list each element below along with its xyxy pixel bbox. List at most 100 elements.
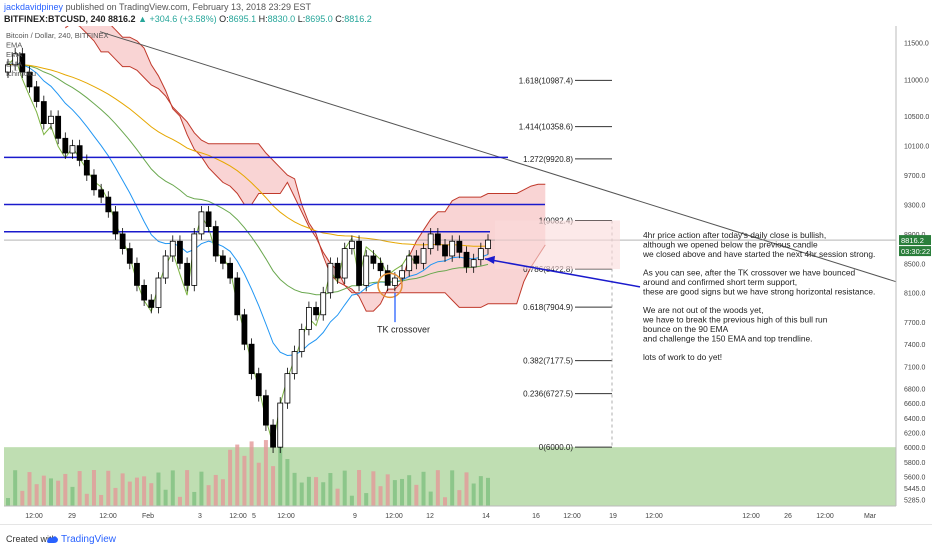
volume-bar bbox=[213, 474, 218, 506]
ema-line-fast bbox=[7, 62, 489, 357]
candle-body bbox=[220, 255, 226, 264]
candle-body bbox=[399, 270, 405, 279]
price-tick: 5445.0 bbox=[904, 486, 926, 493]
price-tick: 7700.0 bbox=[904, 320, 926, 327]
lagging-span bbox=[7, 56, 417, 445]
volume-bar bbox=[421, 471, 426, 506]
time-tick: 12:00 bbox=[277, 513, 295, 520]
note-line: we have to break the previous high of th… bbox=[642, 315, 828, 325]
candle-body bbox=[320, 292, 327, 316]
time-tick: 9 bbox=[353, 513, 357, 520]
volume-bar bbox=[378, 486, 383, 506]
chart-svg[interactable]: 1.618(10987.4) 1.414(10358.6) 1.272(9920.8… bbox=[0, 26, 932, 524]
candle-body bbox=[198, 211, 205, 235]
volume-bar bbox=[77, 471, 82, 506]
volume-bar bbox=[385, 474, 390, 506]
chart-area[interactable]: 1.618(10987.4) 1.414(10358.6) 1.272(9920.8… bbox=[0, 26, 932, 524]
price-tick: 8500.0 bbox=[904, 261, 926, 268]
volume-bar bbox=[13, 470, 18, 506]
volume-bar bbox=[414, 484, 419, 506]
volume-bar bbox=[228, 449, 233, 506]
legend-item: EMA bbox=[6, 50, 22, 59]
candle-body bbox=[356, 240, 362, 286]
candle-body bbox=[277, 402, 284, 448]
volume-bar bbox=[242, 455, 247, 506]
fib-label: 0.786(8422.8) bbox=[523, 265, 573, 274]
legend-item: EMA bbox=[6, 60, 22, 69]
volume-bars-layer bbox=[6, 440, 490, 506]
price-tick: 6800.0 bbox=[904, 386, 926, 393]
candle-body bbox=[134, 262, 140, 286]
candle-body bbox=[384, 270, 391, 286]
volume-bar bbox=[185, 470, 190, 506]
candle-body bbox=[334, 262, 341, 279]
tk-crossover-label: TK crossover bbox=[377, 324, 430, 334]
time-tick: 12:00 bbox=[816, 513, 834, 520]
price-tick: 11500.0 bbox=[904, 41, 929, 48]
low-value: 8695.0 bbox=[305, 14, 333, 24]
volume-bar bbox=[464, 472, 469, 506]
candle-body bbox=[55, 115, 62, 139]
volume-bar bbox=[263, 440, 268, 506]
author-link[interactable]: jackdavidpiney bbox=[4, 2, 64, 12]
volume-bar bbox=[450, 470, 455, 506]
candle-body bbox=[313, 307, 319, 316]
volume-bar bbox=[478, 476, 483, 506]
volume-bar bbox=[6, 498, 10, 506]
price-tick: 11000.0 bbox=[904, 77, 929, 84]
price-tick: 10100.0 bbox=[904, 144, 929, 151]
candle-body bbox=[434, 233, 441, 246]
candle-body bbox=[406, 255, 413, 272]
time-tick: 12:00 bbox=[645, 513, 663, 520]
time-tick: 26 bbox=[784, 513, 792, 520]
volume-bar bbox=[486, 477, 490, 506]
volume-bar bbox=[314, 477, 319, 506]
chart-header: jackdavidpiney published on TradingView.… bbox=[0, 0, 932, 26]
price-tick: 6400.0 bbox=[904, 416, 926, 423]
tradingview-brand[interactable]: TradingView bbox=[61, 534, 117, 545]
price-tick: 6000.0 bbox=[904, 445, 926, 452]
volume-bar bbox=[91, 470, 96, 506]
candle-body bbox=[241, 314, 248, 345]
last-price: 8816.2 bbox=[108, 14, 136, 24]
ema-line-slow bbox=[7, 63, 489, 247]
candle-body bbox=[270, 424, 276, 448]
time-tick: 12:00 bbox=[385, 513, 403, 520]
candle-body bbox=[305, 307, 312, 330]
volume-bar bbox=[120, 473, 125, 506]
close-value: 8816.2 bbox=[344, 14, 372, 24]
fib-label: 1.272(9920.8) bbox=[523, 155, 573, 164]
volume-bar bbox=[471, 483, 476, 506]
time-tick: Feb bbox=[142, 513, 154, 520]
candle-body bbox=[105, 196, 112, 213]
time-tick: 5 bbox=[252, 513, 256, 520]
volume-bar bbox=[457, 490, 462, 506]
close-label: C: bbox=[335, 14, 345, 24]
candle-body bbox=[227, 262, 233, 279]
note-line: we closed above and have started the nex… bbox=[642, 249, 875, 259]
volume-bar bbox=[364, 493, 369, 506]
note-line: bounce on the 90 EMA bbox=[643, 324, 729, 334]
volume-bar bbox=[192, 491, 197, 506]
volume-bar bbox=[20, 490, 25, 506]
candle-body bbox=[420, 248, 427, 264]
note-line: although we opened below the previous ca… bbox=[643, 239, 818, 249]
volume-bar bbox=[48, 478, 53, 506]
change-text: +304.6 (+3.58%) bbox=[149, 14, 217, 24]
volume-bar bbox=[156, 472, 161, 506]
candle-body bbox=[291, 351, 298, 375]
volume-bar bbox=[371, 471, 376, 506]
volume-bar bbox=[106, 470, 111, 506]
open-label: O: bbox=[219, 14, 229, 24]
volume-bar bbox=[306, 476, 311, 506]
fib-zone bbox=[495, 220, 620, 270]
candle-body bbox=[391, 277, 398, 286]
price-tick: 5600.0 bbox=[904, 475, 926, 482]
candle-body bbox=[284, 373, 291, 404]
note-line: We are not out of the woods yet, bbox=[643, 305, 763, 315]
candle-body bbox=[98, 189, 105, 198]
time-tick: 12:00 bbox=[742, 513, 760, 520]
price-tick: 6200.0 bbox=[904, 430, 926, 437]
candle-body bbox=[126, 248, 133, 264]
candle-body bbox=[12, 53, 19, 66]
